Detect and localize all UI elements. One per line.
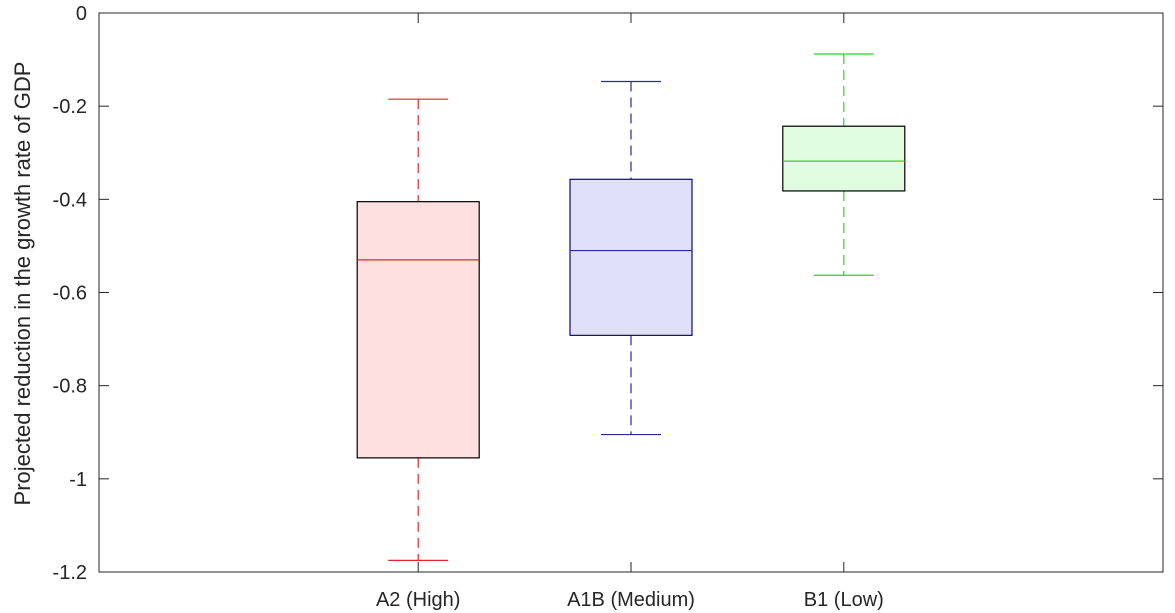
y-tick-label: -0.2: [53, 96, 87, 118]
y-tick-label: -0.4: [53, 189, 87, 211]
y-axis-label: Projected reduction in the growth rate o…: [10, 62, 35, 506]
y-tick-label: -1: [69, 469, 87, 491]
box-iqr: [782, 125, 906, 192]
x-tick-label: A1B (Medium): [567, 589, 695, 611]
y-tick-label: -0.6: [53, 283, 87, 305]
x-axis-ticks: A2 (High) A1B (Medium) B1 (Low): [376, 13, 884, 611]
box-iqr: [356, 201, 480, 459]
y-tick-label: 0: [76, 3, 87, 25]
y-axis-ticks: 0 -0.2 -0.4 -0.6 -0.8 -1 -1.2: [53, 3, 1163, 584]
y-tick-label: -0.8: [53, 376, 87, 398]
box-iqr: [569, 178, 693, 336]
x-tick-label: A2 (High): [376, 589, 460, 611]
x-tick-label: B1 (Low): [804, 589, 884, 611]
box-series: [356, 53, 906, 561]
box-group: [782, 53, 906, 276]
y-tick-label: -1.2: [53, 562, 87, 584]
box-group: [356, 98, 480, 561]
box-group: [569, 80, 693, 436]
